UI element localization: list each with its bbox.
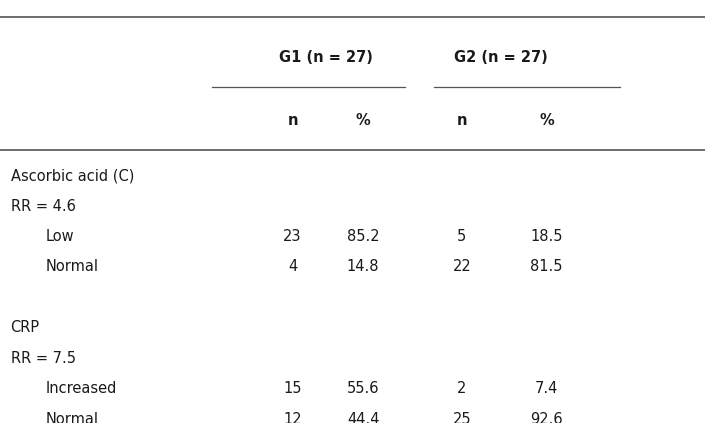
Text: G2 (n = 27): G2 (n = 27) — [454, 49, 547, 65]
Text: RR = 4.6: RR = 4.6 — [11, 198, 75, 214]
Text: 7.4: 7.4 — [534, 381, 558, 396]
Text: n: n — [288, 113, 298, 128]
Text: 4: 4 — [288, 259, 298, 275]
Text: 5: 5 — [457, 229, 467, 244]
Text: Ascorbic acid (C): Ascorbic acid (C) — [11, 168, 134, 183]
Text: 18.5: 18.5 — [530, 229, 563, 244]
Text: 2: 2 — [457, 381, 467, 396]
Text: 23: 23 — [283, 229, 302, 244]
Text: 25: 25 — [453, 412, 471, 423]
Text: 14.8: 14.8 — [347, 259, 379, 275]
Text: 22: 22 — [453, 259, 471, 275]
Text: Normal: Normal — [46, 412, 99, 423]
Text: Increased: Increased — [46, 381, 117, 396]
Text: Low: Low — [46, 229, 75, 244]
Text: 92.6: 92.6 — [530, 412, 563, 423]
Text: 12: 12 — [283, 412, 302, 423]
Text: CRP: CRP — [11, 320, 39, 335]
Text: RR = 7.5: RR = 7.5 — [11, 351, 75, 366]
Text: n: n — [457, 113, 467, 128]
Text: 55.6: 55.6 — [347, 381, 379, 396]
Text: 81.5: 81.5 — [530, 259, 563, 275]
Text: %: % — [539, 113, 553, 128]
Text: G1 (n = 27): G1 (n = 27) — [278, 49, 373, 65]
Text: %: % — [356, 113, 370, 128]
Text: Normal: Normal — [46, 259, 99, 275]
Text: 15: 15 — [283, 381, 302, 396]
Text: 85.2: 85.2 — [347, 229, 379, 244]
Text: 44.4: 44.4 — [347, 412, 379, 423]
